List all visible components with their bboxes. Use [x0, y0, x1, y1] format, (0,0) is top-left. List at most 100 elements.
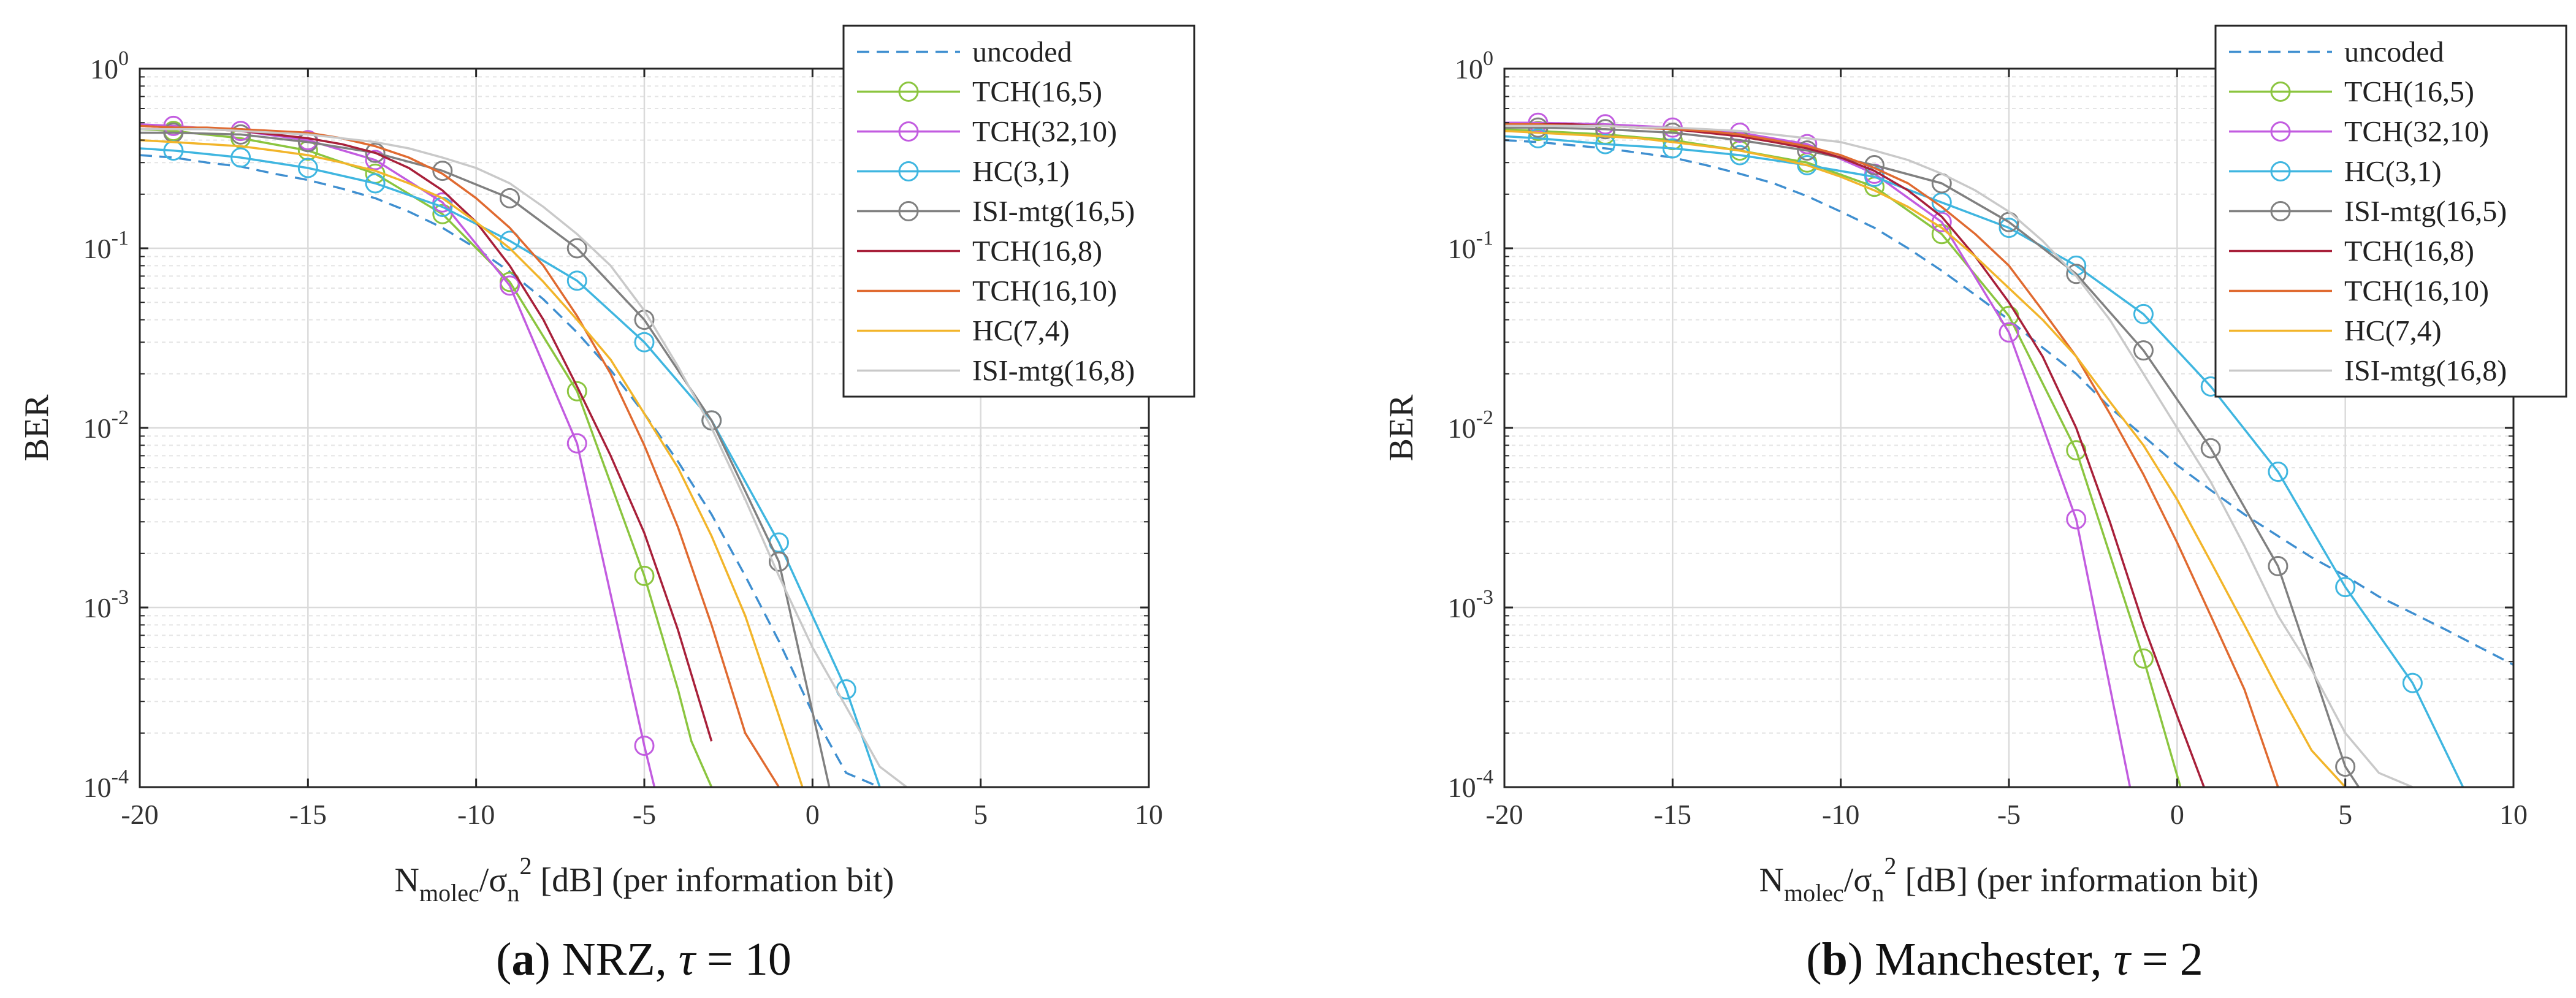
x-axis-label-part: molec: [419, 879, 479, 907]
y-tick-base: 10: [83, 592, 112, 623]
legend-marker-HC(3,1): [2270, 161, 2291, 181]
legend-label: TCH(16,8): [972, 235, 1102, 268]
y-tick-exponent: -2: [112, 406, 129, 429]
x-axis-label-part: σ: [1853, 861, 1872, 899]
legend-label: TCH(16,10): [972, 275, 1117, 308]
data-point-HC(3,1): [1729, 145, 1750, 166]
x-tick-label: 10: [2499, 799, 2528, 830]
x-tick-label: -5: [633, 799, 656, 830]
series-group: [140, 115, 908, 787]
x-tick-label: 0: [2170, 799, 2184, 830]
y-tick-exponent: 0: [118, 47, 129, 70]
data-point-TCH(32,10): [432, 192, 453, 213]
data-point-ISI-mtg(16,5): [1528, 117, 1549, 138]
legend-marker-TCH(32,10): [2270, 121, 2291, 142]
legend-label: HC(3,1): [2344, 156, 2442, 188]
y-tick-base: 10: [83, 772, 112, 803]
caption: (b) Manchester, τ = 2: [1806, 934, 2203, 985]
data-point-HC(3,1): [2402, 672, 2423, 693]
x-tick-label: 5: [974, 799, 988, 830]
data-point-ISI-mtg(16,5): [500, 188, 520, 208]
series-line-ISI-mtg(16,5): [140, 131, 831, 787]
data-point-TCH(16,5): [1931, 224, 1952, 245]
caption-text-pre: Manchester,: [1875, 934, 2113, 985]
y-tick-base: 10: [83, 233, 112, 264]
legend-label: TCH(32,10): [972, 116, 1117, 148]
x-axis-label: Nmolec/σn2 [dB] (per information bit): [395, 852, 894, 907]
data-point-TCH(16,5): [634, 565, 655, 586]
x-axis-label-part: /: [1844, 861, 1854, 899]
y-tick-exponent: -4: [112, 766, 129, 788]
data-point-ISI-mtg(16,5): [566, 238, 587, 259]
x-tick-label: 10: [1135, 799, 1163, 830]
y-tick-label: 100: [90, 47, 129, 85]
data-point-TCH(32,10): [2066, 509, 2087, 530]
data-point-HC(3,1): [365, 173, 386, 194]
data-point-TCH(32,10): [634, 735, 655, 756]
y-tick-exponent: 0: [1483, 47, 1493, 70]
series-line-HC(3,1): [1504, 135, 2464, 787]
legend: uncoded TCH(16,5) TCH(32,10) HC(3,1) ISI-mtg…: [842, 25, 1195, 398]
y-tick-base: 10: [1448, 592, 1476, 623]
caption-paren: (: [496, 934, 511, 985]
y-tick-exponent: -1: [112, 227, 129, 250]
data-point-HC(3,1): [2268, 462, 2288, 482]
x-axis-label-part: σ: [489, 861, 507, 899]
data-point-TCH(16,5): [566, 381, 587, 402]
legend-label: ISI-mtg(16,8): [972, 355, 1135, 387]
data-point-ISI-mtg(16,5): [2200, 438, 2221, 459]
x-axis-label-part: n: [1872, 879, 1884, 907]
data-point-TCH(32,10): [1999, 322, 2019, 343]
data-point-ISI-mtg(16,5): [2335, 756, 2356, 777]
y-axis-label: BER: [18, 394, 56, 462]
data-point-HC(3,1): [566, 270, 587, 291]
legend-label: TCH(16,5): [2344, 76, 2474, 109]
caption: (a) NRZ, τ = 10: [496, 934, 791, 985]
data-point-HC(3,1): [1595, 134, 1616, 154]
x-tick-label: -5: [1997, 799, 2021, 830]
legend-marker-ISI-mtg(16,5): [898, 201, 919, 221]
caption-tau: τ: [2114, 934, 2132, 985]
data-point-ISI-mtg(16,5): [365, 142, 386, 163]
series-group: [1504, 112, 2513, 787]
y-tick-base: 10: [1455, 53, 1483, 85]
y-tick-exponent: -1: [1476, 227, 1493, 250]
legend-label: TCH(16,10): [2344, 275, 2489, 308]
legend-label: HC(3,1): [972, 156, 1070, 188]
series-line-TCH(16,5): [1504, 128, 2182, 787]
y-tick-label: 10-4: [83, 766, 129, 803]
data-point-HC(3,1): [634, 332, 655, 352]
x-tick-label: -10: [1822, 799, 1859, 830]
data-point-ISI-mtg(16,5): [1595, 119, 1616, 140]
legend-label: HC(7,4): [2344, 315, 2442, 348]
data-point-ISI-mtg(16,5): [2268, 555, 2288, 576]
legend-marker-ISI-mtg(16,5): [2270, 201, 2291, 221]
data-point-ISI-mtg(16,5): [2133, 340, 2154, 361]
x-axis-label-part: n: [507, 879, 519, 907]
data-point-ISI-mtg(16,5): [231, 124, 251, 145]
y-tick-exponent: -3: [1476, 586, 1493, 609]
legend-label: uncoded: [972, 36, 1072, 69]
y-tick-label: 10-3: [83, 586, 129, 623]
x-tick-label: 5: [2338, 799, 2352, 830]
data-point-HC(3,1): [1662, 138, 1683, 159]
legend-label: TCH(32,10): [2344, 116, 2489, 148]
caption-label: a: [511, 934, 535, 985]
data-point-ISI-mtg(16,5): [768, 551, 789, 572]
x-tick-label: 0: [806, 799, 820, 830]
y-tick-base: 10: [83, 413, 112, 444]
y-tick-base: 10: [1448, 772, 1476, 803]
y-tick-label: 10-1: [1448, 227, 1493, 264]
x-axis-label-part: 2: [519, 852, 532, 880]
series-line-ISI-mtg(16,8): [1504, 124, 2414, 787]
series-line-TCH(16,10): [140, 124, 780, 787]
x-tick-label: -20: [121, 799, 158, 830]
y-tick-base: 10: [90, 53, 118, 85]
data-point-ISI-mtg(16,5): [432, 161, 453, 181]
data-point-TCH(32,10): [365, 150, 386, 170]
data-point-HC(3,1): [2133, 303, 2154, 324]
legend-marker-TCH(32,10): [898, 121, 919, 142]
data-point-HC(3,1): [231, 147, 251, 168]
data-point-TCH(32,10): [566, 433, 587, 454]
y-tick-label: 10-2: [83, 406, 129, 444]
